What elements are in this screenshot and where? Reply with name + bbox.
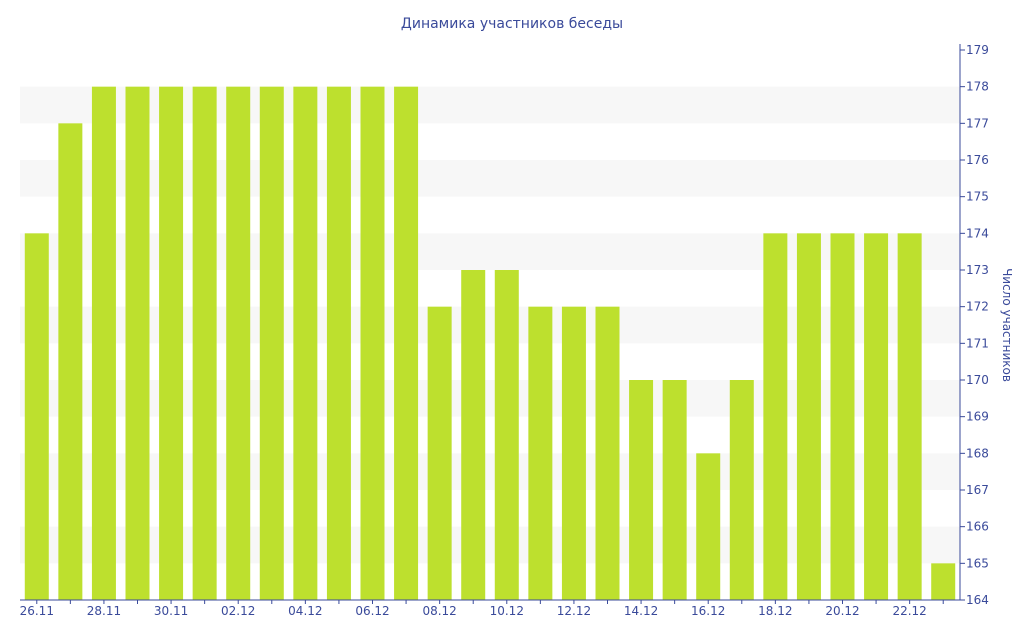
bar-12.12 xyxy=(561,306,586,600)
x-tick-label: 28.11 xyxy=(87,604,121,618)
y-tick-label: 179 xyxy=(966,43,989,57)
bar-17.12 xyxy=(729,380,754,600)
y-tick-label: 169 xyxy=(966,410,989,424)
y-tick-label: 177 xyxy=(966,116,989,130)
bar-23.12 xyxy=(931,563,956,600)
y-axis: 164 165 166 167 168 169 170 171 172 173 174 175 176 1… xyxy=(959,43,989,607)
y-tick-label: 168 xyxy=(966,446,989,460)
bars xyxy=(24,86,956,601)
x-tick-label: 06.12 xyxy=(355,604,389,618)
bar-26.11 xyxy=(24,233,49,601)
bar-02.12 xyxy=(226,86,251,600)
y-tick-label: 174 xyxy=(966,226,989,240)
x-tick-label: 26.11 xyxy=(20,604,54,618)
bar-09.12 xyxy=(461,270,486,600)
chart-title: Динамика участников беседы xyxy=(401,16,623,32)
y-axis-label: Число участников xyxy=(1000,268,1014,382)
bar-20.12 xyxy=(830,233,855,601)
x-tick-label: 10.12 xyxy=(490,604,524,618)
x-tick-label: 30.11 xyxy=(154,604,188,618)
bar-21.12 xyxy=(864,233,889,601)
bar-15.12 xyxy=(662,380,687,600)
bar-04.12 xyxy=(293,86,318,600)
bar-10.12 xyxy=(494,270,519,600)
y-tick-label: 171 xyxy=(966,336,989,350)
bar-28.11 xyxy=(91,86,116,600)
x-tick-label: 14.12 xyxy=(624,604,658,618)
bar-18.12 xyxy=(763,233,788,601)
bar-03.12 xyxy=(259,86,284,600)
y-tick-label: 170 xyxy=(966,373,989,387)
bar-30.11 xyxy=(159,86,184,600)
x-tick-label: 20.12 xyxy=(825,604,859,618)
x-tick-label: 04.12 xyxy=(288,604,322,618)
y-tick-label: 176 xyxy=(966,153,989,167)
y-tick-label: 166 xyxy=(966,520,989,534)
y-tick-label: 167 xyxy=(966,483,989,497)
y-tick-label: 178 xyxy=(966,80,989,94)
bar-22.12 xyxy=(897,233,922,601)
y-tick-label: 173 xyxy=(966,263,989,277)
x-tick-label: 18.12 xyxy=(758,604,792,618)
bar-01.12 xyxy=(192,86,217,600)
y-tick-label: 164 xyxy=(966,593,989,607)
bar-19.12 xyxy=(796,233,821,601)
bar-16.12 xyxy=(696,453,721,600)
x-axis: 26.11 28.11 30.11 02.12 04.12 06.12 08.12 10.12… xyxy=(20,599,960,618)
y-tick-label: 175 xyxy=(966,190,989,204)
bar-07.12 xyxy=(394,86,419,600)
bar-14.12 xyxy=(629,380,654,600)
y-tick-label: 165 xyxy=(966,556,989,570)
x-tick-label: 22.12 xyxy=(892,604,926,618)
x-tick-label: 02.12 xyxy=(221,604,255,618)
bar-29.11 xyxy=(125,86,150,600)
y-tick-label: 172 xyxy=(966,300,989,314)
bar-27.11 xyxy=(58,123,83,600)
bar-05.12 xyxy=(326,86,351,600)
x-tick-label: 16.12 xyxy=(691,604,725,618)
bar-11.12 xyxy=(528,306,553,600)
bar-06.12 xyxy=(360,86,385,600)
bar-08.12 xyxy=(427,306,452,600)
x-tick-label: 08.12 xyxy=(422,604,456,618)
x-tick-label: 12.12 xyxy=(557,604,591,618)
bar-13.12 xyxy=(595,306,620,600)
